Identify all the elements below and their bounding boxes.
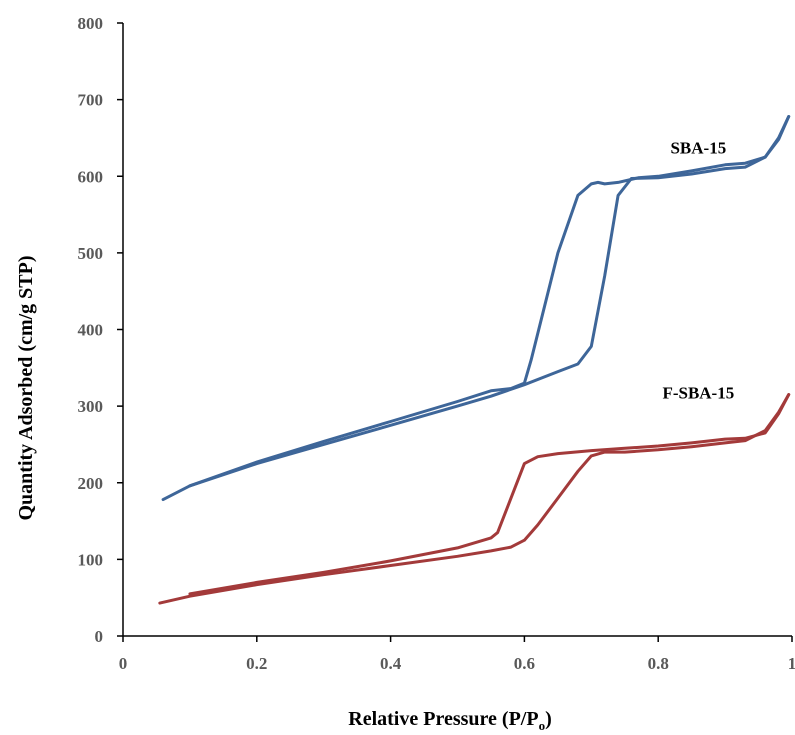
x-tick-group: 0 0.2 0.4 0.6 0.8 1 <box>119 636 795 673</box>
y-tick-label: 700 <box>78 91 104 110</box>
series-label-sba-15: SBA-15 <box>670 138 726 157</box>
x-tick-label: 1 <box>788 654 795 673</box>
y-axis-title: Quantity Adsorbed (cm/g STP) <box>15 255 37 520</box>
series-label-f-sba-15: F-SBA-15 <box>662 383 734 402</box>
y-tick-label: 300 <box>78 397 104 416</box>
series-f-sba-15 <box>160 395 789 603</box>
series-line-f-sba-15-adsorption <box>160 395 789 603</box>
y-tick-label: 400 <box>78 321 104 340</box>
y-tick-label: 200 <box>78 474 104 493</box>
series-line-f-sba-15-desorption <box>190 395 789 594</box>
x-tick-label: 0.6 <box>514 654 535 673</box>
x-tick-label: 0.2 <box>246 654 267 673</box>
y-tick-label: 100 <box>78 550 104 569</box>
x-tick-label: 0.4 <box>380 654 402 673</box>
x-tick-label: 0.8 <box>648 654 669 673</box>
y-tick-label: 0 <box>95 627 104 646</box>
y-tick-label: 800 <box>78 14 104 33</box>
axes <box>123 23 792 636</box>
x-tick-label: 0 <box>119 654 128 673</box>
series-layer <box>160 117 789 604</box>
y-tick-label: 500 <box>78 244 104 263</box>
x-axis-title: Relative Pressure (P/Po) <box>348 708 551 733</box>
y-tick-group: 0 100 200 300 400 500 600 700 800 <box>78 14 124 646</box>
series-label-layer: SBA-15 F-SBA-15 <box>662 138 734 402</box>
y-tick-label: 600 <box>78 167 104 186</box>
